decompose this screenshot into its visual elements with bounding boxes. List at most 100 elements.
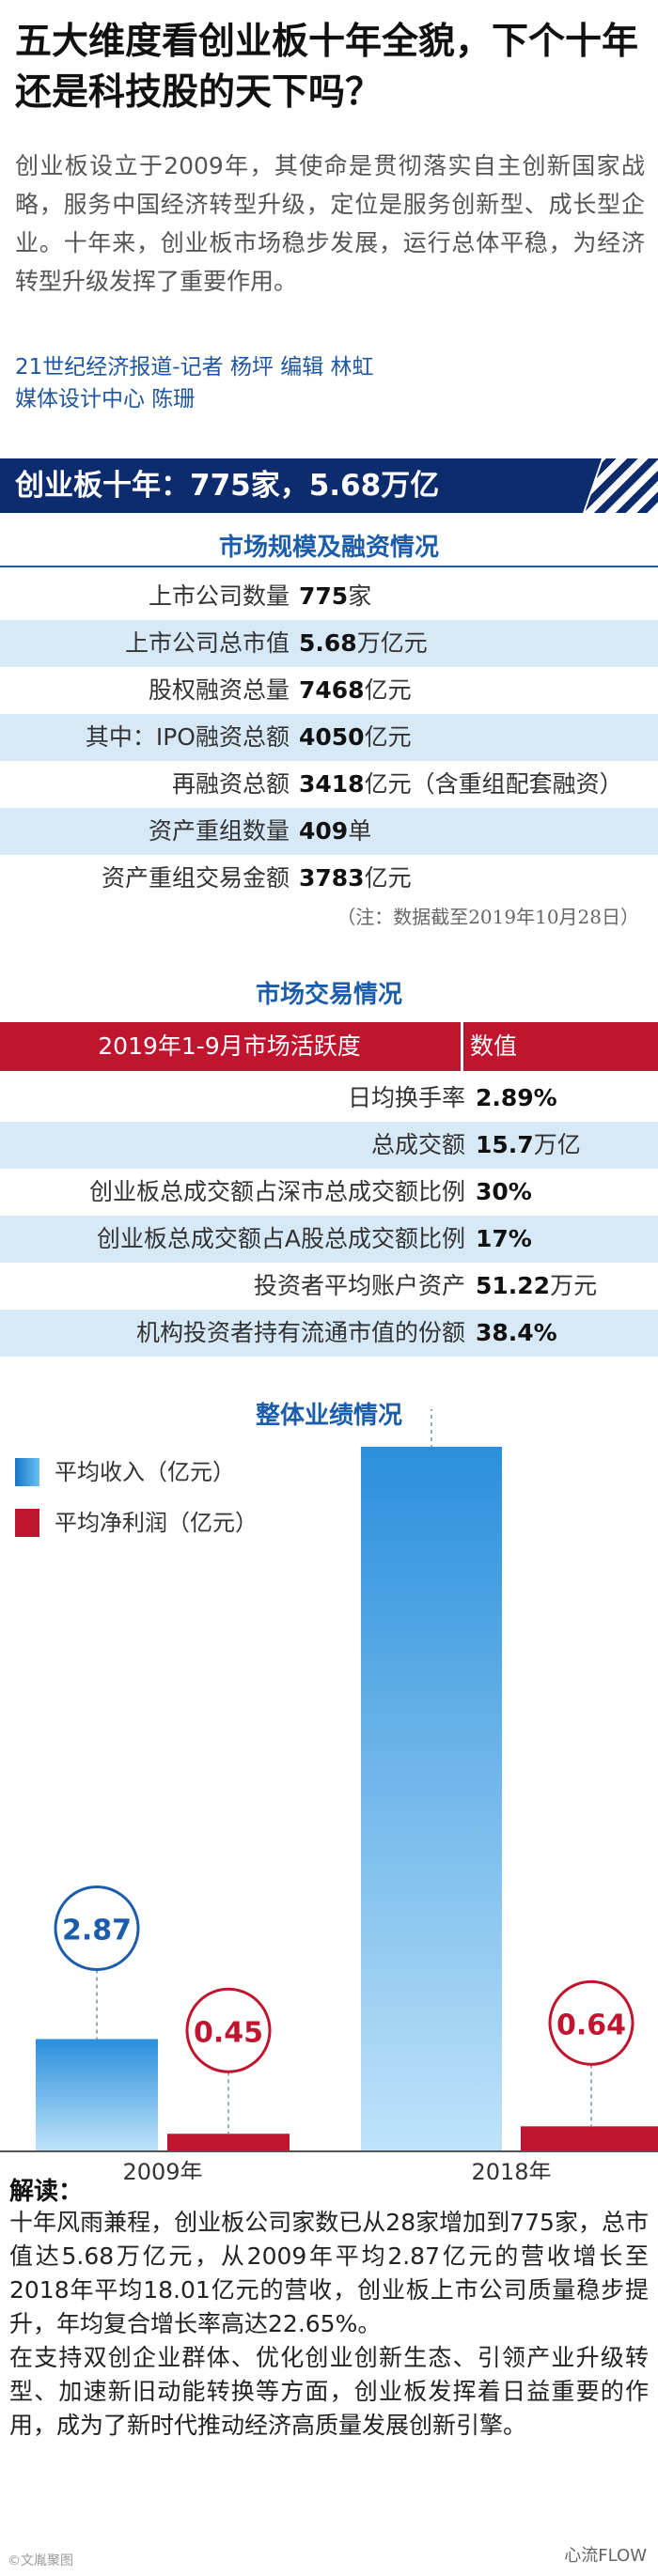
scale-row: 股权融资总量 7468亿元 (0, 667, 658, 714)
section-divider (0, 566, 658, 567)
trading-number: 51.22 (476, 1272, 551, 1299)
banner-text: 创业板十年：775家，5.68万亿 (15, 469, 440, 503)
data-label-profit-1: 0.64 (556, 2009, 626, 2041)
trading-row: 创业板总成交额占深市总成交额比例 30% (0, 1169, 658, 1216)
trading-table-header: 2019年1-9月市场活跃度 数值 (0, 1022, 658, 1071)
trading-row: 创业板总成交额占A股总成交额比例 17% (0, 1216, 658, 1263)
scale-label: 上市公司数量 (148, 582, 290, 610)
trading-number: 15.7 (476, 1131, 534, 1158)
trading-row: 日均换手率 2.89% (0, 1075, 658, 1122)
trading-header-period: 2019年1-9月市场活跃度 (98, 1032, 361, 1060)
scale-number: 409 (299, 817, 349, 845)
scale-row: 再融资总额 3418亿元（含重组配套融资） (0, 761, 658, 808)
trading-label: 总成交额 (370, 1131, 465, 1158)
scale-number: 4050 (299, 723, 365, 751)
legend-label-profit: 平均净利润（亿元） (55, 1510, 258, 1536)
credit-line-2: 媒体设计中心 陈珊 (15, 387, 196, 411)
scale-number: 5.68 (299, 629, 357, 657)
scale-row: 上市公司数量 775家 (0, 573, 658, 620)
trading-value: 30% (476, 1169, 532, 1216)
section-title-trading: 市场交易情况 (255, 981, 402, 1009)
trading-number: 38.4% (476, 1319, 557, 1346)
page-title: 五大维度看创业板十年全貌，下个十年还是科技股的天下吗？ (15, 21, 639, 114)
scale-label: 股权融资总量 (148, 676, 290, 704)
legend-swatch-revenue (15, 1458, 39, 1486)
trading-label: 创业板总成交额占A股总成交额比例 (96, 1225, 465, 1252)
trading-value: 2.89% (476, 1075, 557, 1122)
trading-number: 30% (476, 1178, 532, 1205)
trading-row: 机构投资者持有流通市值的份额 38.4% (0, 1310, 658, 1357)
scale-value: 775家 (299, 573, 371, 620)
trading-value: 51.22万元 (476, 1263, 597, 1310)
category-label-0: 2009年 (122, 2159, 202, 2180)
scale-number: 3783 (299, 864, 365, 892)
scale-value: 5.68万亿元 (299, 620, 428, 667)
scale-value: 7468亿元 (299, 667, 412, 714)
scale-number: 775 (299, 582, 349, 610)
bar-revenue-1 (361, 1447, 502, 2151)
bar-profit-1 (521, 2126, 658, 2151)
scale-unit: 亿元 (364, 864, 412, 892)
section-title-market-scale: 市场规模及融资情况 (218, 534, 439, 562)
scale-number: 7468 (299, 676, 365, 704)
reading-paragraph-1: 十年风雨兼程，创业板公司家数已从28家增加到775家，总市值达5.68万亿元，从… (9, 2209, 649, 2337)
data-label-profit-0: 0.45 (194, 2016, 263, 2049)
scale-unit: 家 (348, 582, 372, 610)
header-separator (461, 1022, 463, 1071)
scale-unit: 单 (348, 817, 372, 845)
scale-unit: 亿元（含重组配套融资） (364, 770, 623, 798)
headline-banner: 创业板十年：775家，5.68万亿 (0, 458, 658, 513)
scale-row: 资产重组交易金额 3783亿元 (0, 855, 658, 902)
scale-value: 409单 (299, 808, 371, 855)
scale-label: 资产重组数量 (148, 817, 290, 845)
trading-value: 17% (476, 1216, 532, 1263)
trading-number: 17% (476, 1225, 532, 1252)
section-title-performance: 整体业绩情况 (255, 1402, 402, 1430)
scale-unit: 万亿元 (356, 629, 428, 657)
trading-label: 日均换手率 (347, 1084, 465, 1111)
bar-profit-0 (167, 2134, 290, 2151)
trading-label: 创业板总成交额占深市总成交额比例 (88, 1178, 465, 1205)
scale-unit: 亿元 (364, 676, 412, 704)
trading-label: 机构投资者持有流通市值的份额 (135, 1319, 465, 1346)
bubble-profit-0 (185, 1987, 272, 2073)
trading-unit: 万亿 (533, 1131, 581, 1158)
scale-row: 资产重组数量 409单 (0, 808, 658, 855)
reading-title: 解读： (9, 2178, 84, 2206)
scale-value: 3783亿元 (299, 855, 412, 902)
scale-row: 其中：IPO融资总额 4050亿元 (0, 714, 658, 761)
scale-value: 4050亿元 (299, 714, 412, 761)
scale-label: 资产重组交易金额 (101, 864, 290, 892)
footer-brand: 心流FLOW (564, 2546, 647, 2566)
scale-label: 上市公司总市值 (124, 629, 290, 657)
trading-unit: 万元 (550, 1272, 598, 1299)
credit: 21世纪经济报道-记者 杨坪 编辑 林虹 媒体设计中心 陈珊 (15, 351, 374, 415)
scale-number: 3418 (299, 770, 365, 798)
data-note: （注：数据截至2019年10月28日） (337, 906, 639, 928)
bubble-revenue-0 (54, 1885, 140, 1971)
scale-label: 再融资总额 (171, 770, 290, 798)
data-label-revenue-0: 2.87 (62, 1914, 132, 1947)
scale-unit: 亿元 (364, 723, 412, 751)
banner-background (0, 458, 602, 513)
trading-header-value: 数值 (470, 1032, 518, 1060)
reading-paragraph-2: 在支持双创企业群体、优化创业创新生态、引领产业升级转型、加速新旧动能转换等方面，… (9, 2344, 649, 2439)
reading-body: 十年风雨兼程，创业板公司家数已从28家增加到775家，总市值达5.68万亿元，从… (9, 2206, 649, 2443)
scale-value: 3418亿元（含重组配套融资） (299, 761, 623, 808)
intro-paragraph: 创业板设立于2009年，其使命是贯彻落实自主创新国家战略，服务中国经济转型升级，… (15, 152, 645, 295)
footer-watermark: ©文胤聚图 (8, 2553, 73, 2568)
bubble-profit-1 (548, 1979, 634, 2066)
credit-line-1: 21世纪经济报道-记者 杨坪 编辑 林虹 (15, 355, 374, 380)
trading-row: 总成交额 15.7万亿 (0, 1122, 658, 1169)
legend-label-revenue: 平均收入（亿元） (55, 1459, 235, 1485)
category-label-1: 2018年 (471, 2159, 551, 2180)
legend-swatch-profit (15, 1509, 39, 1537)
trading-value: 15.7万亿 (476, 1122, 581, 1169)
trading-number: 2.89% (476, 1084, 557, 1111)
scale-row: 上市公司总市值 5.68万亿元 (0, 620, 658, 667)
bar-revenue-0 (36, 2039, 158, 2151)
trading-row: 投资者平均账户资产 51.22万元 (0, 1263, 658, 1310)
trading-label: 投资者平均账户资产 (253, 1272, 465, 1299)
scale-label: 其中：IPO融资总额 (85, 723, 290, 751)
